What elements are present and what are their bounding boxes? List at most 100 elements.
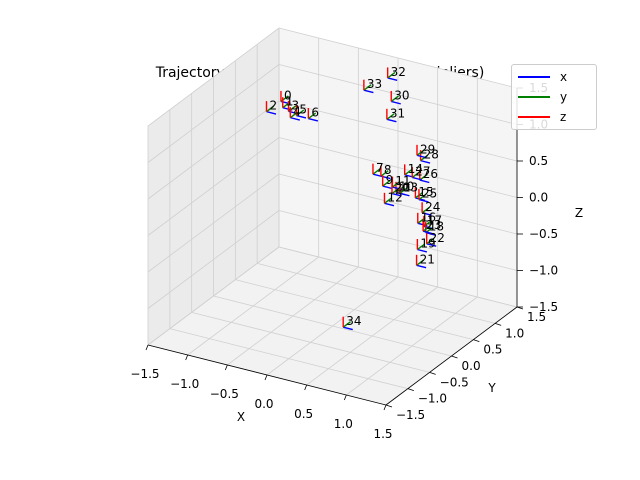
point-label: 31 <box>390 106 405 120</box>
pose-axis-y <box>422 225 431 232</box>
grid-line <box>278 246 518 308</box>
z-tick-label: −1.5 <box>529 300 558 314</box>
legend-swatch-x <box>518 76 550 78</box>
x-tick-label: −1.5 <box>130 367 159 381</box>
point-label: 0 <box>284 88 292 102</box>
point-label: 18 <box>429 220 444 234</box>
pose-axis-x <box>422 230 433 235</box>
pose-axis-y <box>391 187 400 195</box>
point-label: 27 <box>415 164 430 178</box>
pose-axis-x <box>412 176 422 181</box>
pose-axis-y <box>411 171 420 179</box>
y-axis-label: Y <box>487 381 496 395</box>
point-label: 19 <box>420 237 435 251</box>
pose-axis-y <box>386 113 395 120</box>
pose-axis-y <box>391 181 401 188</box>
pose-axis-x <box>391 192 402 197</box>
point-label: 29 <box>420 142 435 156</box>
x-tick-mark <box>264 374 268 381</box>
point-label: 14 <box>408 162 423 176</box>
point-label: 6 <box>311 106 319 120</box>
pose-axis-x <box>387 77 398 82</box>
pose-axis-y <box>416 149 425 156</box>
pose-axis-x <box>343 326 353 331</box>
point-label: 24 <box>425 200 440 214</box>
legend-label-y: y <box>560 90 568 104</box>
z-tick-label: −1.0 <box>529 264 558 278</box>
tick-labels: −1.5−1.5−1.5−1.0−1.0−1.0−0.5−0.5−0.50.00… <box>130 81 558 441</box>
pose-axis-y <box>382 180 391 187</box>
point-label: 7 <box>376 161 384 175</box>
x-tick-mark <box>145 344 149 351</box>
pose-axis-y <box>266 105 275 113</box>
pose-axis-x <box>420 159 431 164</box>
point-label: 20 <box>395 181 410 195</box>
pose-axis-x <box>416 264 427 269</box>
legend-label-z: z <box>560 110 567 124</box>
z-tick-label: 0.5 <box>529 154 548 168</box>
x-tick-mark <box>383 404 387 411</box>
point-label: 21 <box>420 252 435 266</box>
y-tick-label: −0.5 <box>440 375 469 389</box>
pose-axis-x <box>290 116 300 121</box>
point-label: 9 <box>386 173 394 187</box>
point-label: 13 <box>403 180 418 194</box>
pose-axis-y <box>342 321 351 328</box>
point-label: 5 <box>299 103 307 117</box>
y-tick-mark <box>429 371 436 375</box>
point-label: 25 <box>422 187 437 201</box>
y-tick-label: 0.0 <box>462 359 481 373</box>
z-tick-label: 0.0 <box>529 191 548 205</box>
x-tick-mark <box>343 394 347 401</box>
y-tick-mark <box>407 388 414 392</box>
point-label: 33 <box>367 77 382 91</box>
x-tick-label: 0.0 <box>254 397 273 411</box>
pose-axis-y <box>380 170 389 177</box>
grid-line <box>278 27 518 89</box>
pose-axis-x <box>266 110 277 115</box>
y-tick-label: −1.0 <box>418 392 447 406</box>
x-tick-label: 0.5 <box>294 407 313 421</box>
y-tick-label: −1.5 <box>396 408 425 422</box>
x-tick-mark <box>304 384 308 391</box>
pose-axis-x <box>417 248 428 253</box>
legend-label-x: x <box>560 70 568 84</box>
pose-axis-x <box>308 117 319 122</box>
point-label: 3 <box>292 98 300 112</box>
pose-axis-y <box>426 237 435 245</box>
pose-axis-y <box>404 168 413 176</box>
grid-line <box>278 64 518 125</box>
y-tick-mark <box>473 339 480 343</box>
x-axis-label: X <box>237 410 245 424</box>
point-label: 22 <box>430 231 445 245</box>
pose-axis-y <box>390 95 399 103</box>
point-label: 26 <box>423 167 438 181</box>
grid-line <box>147 27 280 127</box>
point-label: 28 <box>424 148 439 162</box>
pose-axis-x <box>384 202 395 207</box>
point-label: 4 <box>293 105 301 119</box>
point-label: 16 <box>421 210 436 224</box>
point-label: 30 <box>394 88 409 102</box>
y-tick-mark <box>385 404 393 408</box>
point-label: 15 <box>418 185 433 199</box>
grid-line <box>147 64 280 163</box>
point-label: 11 <box>395 174 410 188</box>
pose-axis-y <box>372 168 381 175</box>
pose-axis-y <box>416 259 425 266</box>
point-label: 23 <box>426 218 441 232</box>
y-tick-mark <box>495 322 502 326</box>
pose-axis-x <box>386 118 397 123</box>
legend-swatch-y <box>518 96 550 98</box>
point-label: 12 <box>387 190 402 204</box>
point-label: 17 <box>427 213 442 227</box>
pose-axis-x <box>416 154 427 159</box>
legend-swatch-z <box>518 116 550 118</box>
pose-markers <box>265 67 437 331</box>
pose-axis-y <box>307 112 317 120</box>
legend-entry-y: y <box>518 89 596 105</box>
legend: x y z <box>511 64 597 130</box>
x-tick-label: −0.5 <box>210 387 239 401</box>
pose-axis-x <box>418 198 429 203</box>
point-label: 34 <box>346 314 361 328</box>
